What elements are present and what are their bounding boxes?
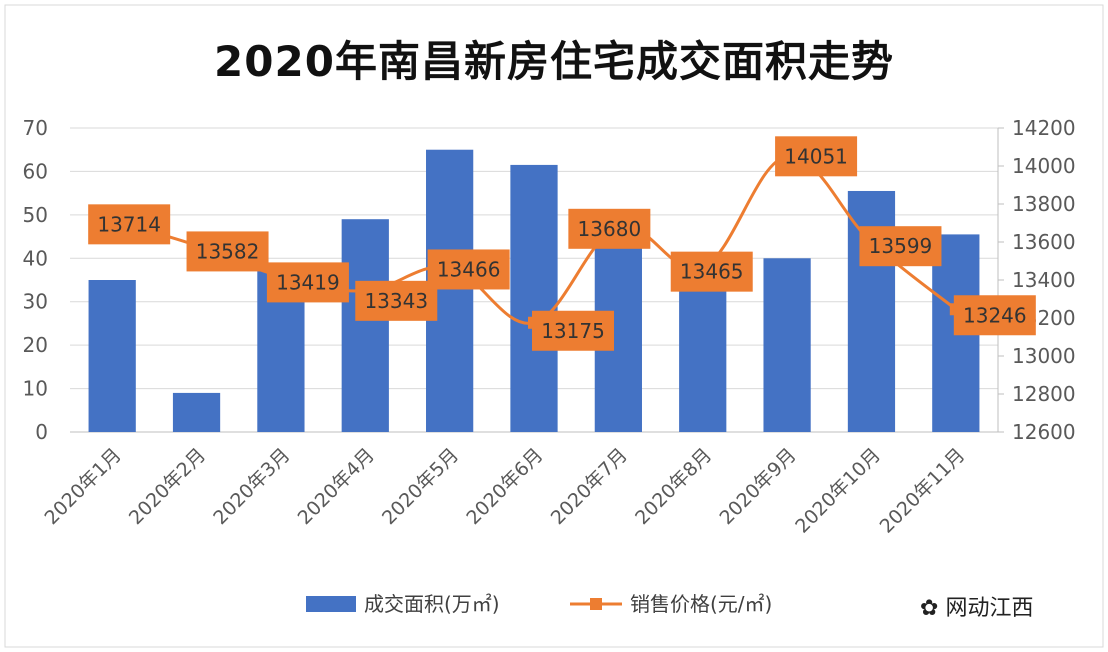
price-data-label: 13175 bbox=[541, 319, 605, 343]
price-data-label-box bbox=[568, 208, 651, 249]
price-data-label: 14051 bbox=[784, 144, 848, 168]
price-data-label: 13582 bbox=[196, 239, 260, 263]
x-tick-label: 2020年3月 bbox=[209, 444, 294, 529]
y-right-tick-label: 14000 bbox=[1012, 154, 1076, 178]
price-data-label-box bbox=[266, 262, 349, 303]
chart-border bbox=[4, 4, 1104, 648]
y-left-tick-label: 50 bbox=[23, 203, 48, 227]
y-left-tick-label: 60 bbox=[23, 159, 48, 183]
bar bbox=[172, 392, 221, 432]
y-left-tick-label: 70 bbox=[23, 116, 48, 140]
price-data-label: 13419 bbox=[276, 270, 340, 294]
y-right-tick-label: 13600 bbox=[1012, 230, 1076, 254]
y-right-tick-label: 13400 bbox=[1012, 268, 1076, 292]
bar bbox=[88, 280, 136, 432]
price-data-label-box bbox=[670, 251, 753, 292]
price-data-label: 13680 bbox=[578, 217, 642, 241]
chart-title: 2020年南昌新房住宅成交面积走势 bbox=[214, 37, 894, 86]
x-tick-label: 2020年11月 bbox=[876, 444, 970, 538]
legend-label-area: 成交面积(万㎡) bbox=[364, 592, 500, 616]
bar bbox=[763, 258, 811, 432]
price-data-label: 13466 bbox=[437, 257, 501, 281]
x-tick-label: 2020年9月 bbox=[715, 444, 800, 529]
wechat-icon: ✿ bbox=[920, 596, 939, 621]
x-tick-label: 2020年10月 bbox=[791, 444, 885, 538]
y-left-tick-label: 20 bbox=[23, 333, 48, 357]
price-data-label: 13465 bbox=[680, 260, 744, 284]
price-data-label-box bbox=[953, 295, 1036, 336]
price-data-label-box bbox=[88, 204, 171, 245]
price-data-label-box bbox=[427, 249, 510, 290]
x-tick-label: 2020年6月 bbox=[462, 444, 547, 529]
price-data-label-box bbox=[775, 136, 858, 177]
bar bbox=[679, 280, 727, 432]
price-data-label: 13246 bbox=[963, 303, 1027, 327]
y-right-tick-label: 13800 bbox=[1012, 192, 1076, 216]
x-tick-label: 2020年1月 bbox=[41, 444, 126, 529]
y-left-tick-label: 30 bbox=[23, 290, 48, 314]
bar bbox=[510, 164, 558, 432]
price-data-label-box bbox=[859, 226, 942, 267]
legend-swatch-bar bbox=[306, 596, 356, 612]
y-right-tick-label: 12600 bbox=[1012, 420, 1076, 444]
watermark: ✿ 网动江西 bbox=[920, 590, 1033, 622]
y-left-tick-label: 10 bbox=[23, 377, 48, 401]
x-tick-label: 2020年4月 bbox=[294, 444, 379, 529]
price-data-label: 13343 bbox=[364, 289, 428, 313]
price-data-label-box bbox=[355, 280, 438, 321]
price-data-label: 13599 bbox=[869, 234, 933, 258]
bar bbox=[341, 219, 389, 432]
y-right-tick-label: 12800 bbox=[1012, 382, 1076, 406]
price-data-label-box bbox=[186, 231, 269, 272]
x-tick-label: 2020年8月 bbox=[631, 444, 716, 529]
price-data-label: 13714 bbox=[97, 212, 161, 236]
y-left-tick-label: 40 bbox=[23, 246, 48, 270]
x-tick-label: 2020年7月 bbox=[547, 444, 632, 529]
watermark-text: 网动江西 bbox=[945, 596, 1034, 621]
price-data-label-box bbox=[532, 310, 614, 351]
y-right-tick-label: 14200 bbox=[1012, 116, 1076, 140]
legend-label-price: 销售价格(元/㎡) bbox=[630, 592, 772, 616]
y-left-tick-label: 0 bbox=[35, 420, 48, 444]
y-right-tick-label: 13000 bbox=[1012, 344, 1076, 368]
legend-swatch-marker bbox=[590, 598, 602, 610]
x-tick-label: 2020年2月 bbox=[125, 444, 210, 529]
x-tick-label: 2020年5月 bbox=[378, 444, 463, 529]
